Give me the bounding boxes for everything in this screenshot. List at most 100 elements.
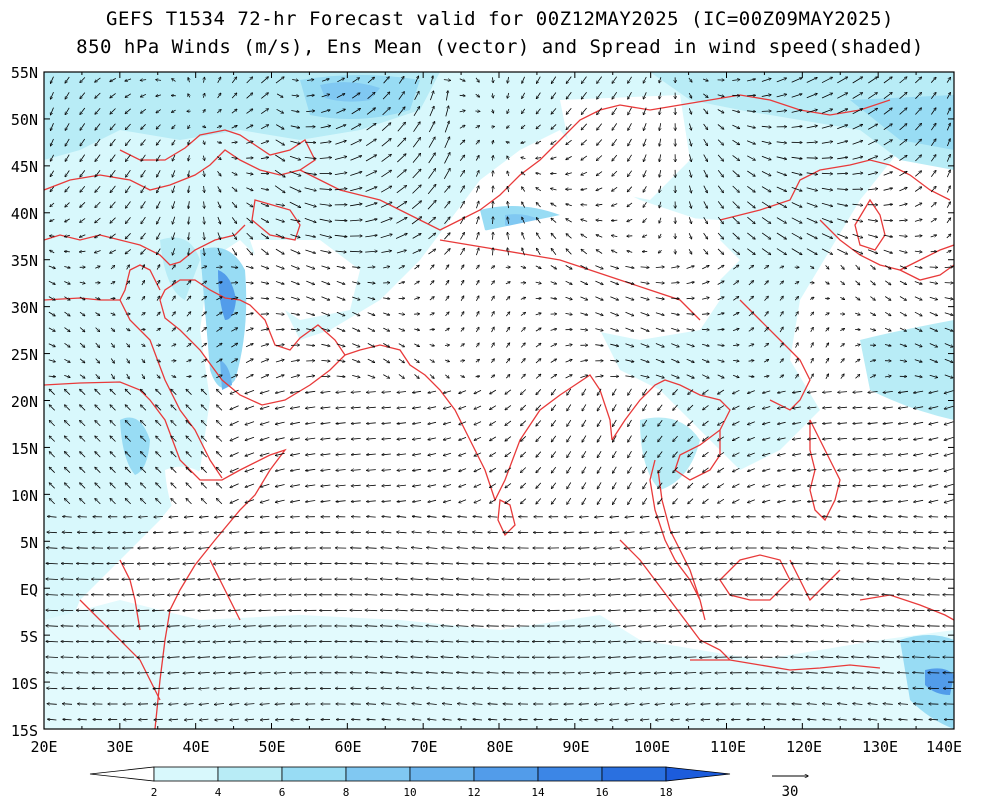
wind-vector-arrow (275, 124, 284, 129)
wind-vector-arrow (566, 92, 572, 99)
wind-vector-arrow (659, 107, 660, 115)
wind-vector-arrow (507, 171, 509, 177)
wind-vector-arrow (125, 93, 132, 98)
wind-vector-arrow (414, 76, 418, 84)
wind-vector-arrow (459, 155, 464, 161)
wind-vector-arrow (321, 94, 330, 98)
wind-vector-arrow (275, 139, 285, 145)
wind-vector-arrow (821, 109, 832, 114)
wind-vector-arrow (276, 108, 284, 113)
wind-vector-arrow (172, 154, 176, 161)
wind-vector-arrow (307, 80, 314, 81)
wind-vector-arrow (204, 170, 205, 177)
wind-vector-arrow (95, 107, 101, 114)
wind-vector-arrow (551, 203, 557, 207)
wind-vector-arrow (776, 156, 787, 159)
wind-vector-arrow (883, 140, 892, 146)
wind-vector-arrow (443, 80, 451, 81)
wind-vector-arrow (445, 106, 449, 117)
wind-vector-arrow (596, 171, 603, 176)
wind-vector-arrow (156, 109, 161, 113)
wind-vector-arrow (791, 110, 802, 113)
wind-vector-arrow (140, 80, 147, 81)
lon-tick-label: 120E (786, 738, 822, 756)
wind-vector-arrow (776, 142, 787, 143)
wind-vector-arrow (493, 201, 494, 209)
wind-vector-arrow (852, 173, 863, 174)
wind-vector-arrow (899, 124, 907, 131)
wind-vector-arrow (475, 140, 479, 145)
wind-vector-arrow (732, 80, 739, 81)
wind-vector-arrow (381, 186, 391, 193)
lon-tick-label: 60E (334, 738, 361, 756)
wind-vector-arrow (582, 76, 587, 84)
wind-vector-arrow (261, 93, 268, 99)
wind-vector-arrow (260, 157, 269, 158)
wind-vector-arrow (717, 170, 723, 177)
wind-vector-arrow (246, 173, 253, 174)
wind-vector-arrow (746, 125, 755, 128)
wind-vector-arrow (689, 169, 691, 177)
wind-vector-arrow (204, 201, 205, 208)
wind-vector-arrow (335, 141, 346, 145)
wind-vector-arrow (217, 171, 221, 176)
wind-vector-arrow (459, 171, 464, 177)
wind-vector-arrow (80, 218, 86, 222)
wind-vector-arrow (852, 204, 863, 205)
wind-vector-arrow (791, 157, 802, 158)
wind-vector-arrow (915, 93, 921, 99)
wind-vector-arrow (231, 171, 237, 175)
wind-vector-arrow (430, 91, 433, 101)
map-title-line-2: 850 hPa Winds (m/s), Ens Mean (vector) a… (76, 36, 924, 58)
wind-vector-arrow (428, 153, 436, 164)
wind-vector-arrow (141, 154, 146, 161)
wind-vector-arrow (65, 186, 70, 192)
wind-vector-arrow (475, 156, 479, 161)
wind-vector-arrow (566, 139, 572, 144)
wind-vector-arrow (837, 77, 847, 84)
wind-vector-arrow (930, 77, 936, 83)
wind-vector-arrow (899, 108, 907, 115)
wind-vector-arrow (717, 201, 723, 208)
wind-vector-arrow (581, 123, 587, 130)
wind-vector-arrow (659, 77, 661, 83)
wind-vector-arrow (806, 94, 817, 99)
wind-vector-arrow (732, 124, 739, 128)
wind-vector-arrow (476, 186, 478, 193)
wind-vector-arrow (915, 139, 921, 146)
wind-vector-arrow (397, 107, 405, 116)
wind-vector-arrow (110, 93, 116, 97)
wind-vector-arrow (883, 124, 892, 131)
wind-vector-arrow (141, 185, 146, 193)
wind-vector-arrow (246, 77, 253, 84)
wind-vector-arrow (596, 187, 603, 191)
wind-vector-arrow (126, 169, 131, 177)
wind-vector-arrow (507, 76, 508, 83)
wind-vector-arrow (521, 124, 526, 128)
wind-vector-arrow (806, 126, 818, 129)
wind-vector-arrow (776, 94, 787, 98)
wind-vector-arrow (946, 123, 950, 131)
wind-vector-arrow (125, 123, 131, 130)
wind-vector-arrow (246, 93, 253, 99)
wind-vector-arrow (821, 158, 833, 159)
wind-vector-arrow (761, 171, 771, 175)
lon-tick-label: 40E (182, 738, 209, 756)
wind-vector-arrow (776, 186, 787, 191)
wind-vector-arrow (597, 139, 603, 146)
wind-vector-arrow (536, 108, 541, 114)
wind-vector-arrow (761, 186, 771, 192)
wind-vector-arrow (367, 77, 374, 84)
wind-vector-arrow (274, 169, 285, 177)
wind-vector-arrow (899, 140, 907, 146)
wind-vector-arrow (852, 141, 863, 145)
wind-vector-arrow (459, 111, 465, 112)
wind-vector-arrow (821, 93, 832, 99)
wind-vector-arrow (381, 123, 391, 131)
lon-tick-label: 30E (106, 738, 133, 756)
wind-vector-arrow (643, 154, 647, 162)
wind-vector-arrow (80, 154, 86, 162)
wind-vector-arrow (95, 77, 101, 82)
wind-vector-arrow (260, 125, 268, 130)
